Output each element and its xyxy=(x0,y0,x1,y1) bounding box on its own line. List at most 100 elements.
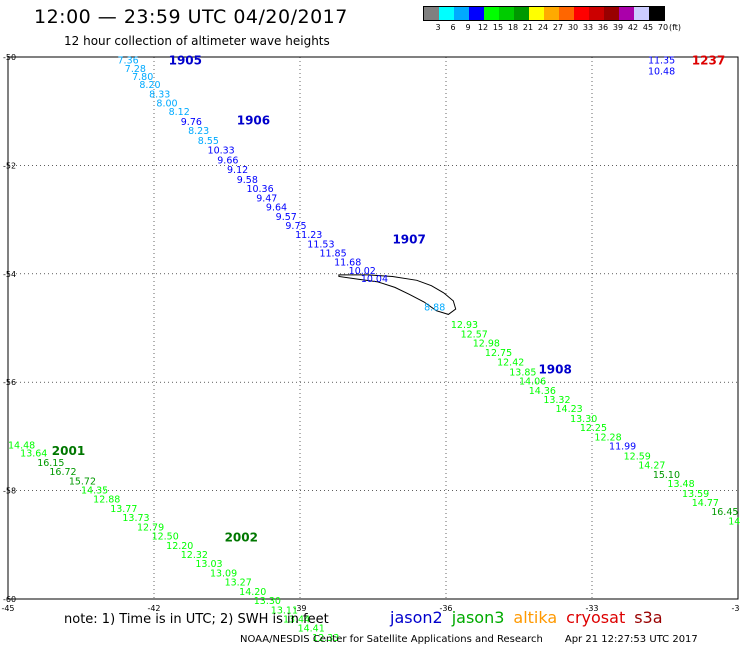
scale-swatch xyxy=(454,7,469,20)
swh-value-jason2: 11.85 xyxy=(319,249,346,260)
scale-label: 33 xyxy=(582,23,594,32)
scale-swatch xyxy=(514,7,529,20)
y-tick-label: -54 xyxy=(3,270,16,279)
swh-value-jason2: 9.66 xyxy=(217,155,238,166)
swh-value-jason2: 9.47 xyxy=(256,193,277,204)
swh-value-jason2: 8.20 xyxy=(139,80,160,91)
swh-value-jason3: 15.72 xyxy=(69,476,96,487)
satellite-legend: jason2 jason3 altika cryosat s3a xyxy=(390,608,672,627)
swh-value-jason2: 9.75 xyxy=(285,221,306,232)
scale-swatch xyxy=(619,7,634,20)
swh-value-jason2: 7.28 xyxy=(125,64,146,75)
swh-value-jason3: 13.73 xyxy=(122,513,149,524)
swh-value-jason2: 15.10 xyxy=(653,470,680,481)
swh-value-jason2: 13.30 xyxy=(570,414,597,425)
scale-unit: (ft) xyxy=(668,23,682,32)
swh-value-jason2: 16.45 xyxy=(711,507,738,518)
scale-swatch xyxy=(469,7,484,20)
swh-value-jason2: 12.25 xyxy=(580,423,607,434)
swh-value-jason2: 14.06 xyxy=(519,377,546,388)
pass-label: 2002 xyxy=(225,531,258,545)
scale-swatch xyxy=(484,7,499,20)
scale-label: 12 xyxy=(477,23,489,32)
scale-label: 6 xyxy=(450,23,456,32)
swh-value-jason2: 12.42 xyxy=(497,358,524,369)
swh-value-jason3: 16.15 xyxy=(37,458,64,469)
pass-label: 1906 xyxy=(237,113,270,127)
swh-value-jason3: 13.03 xyxy=(195,559,222,570)
swh-value-jason2: 12.98 xyxy=(473,339,500,350)
swh-value-jason3: 12.33 xyxy=(312,633,339,644)
legend-s3a: s3a xyxy=(634,608,663,627)
swh-value-cryosat: 10.48 xyxy=(648,67,675,78)
scale-swatch xyxy=(439,7,454,20)
scale-swatch xyxy=(529,7,544,20)
x-tick-label: -39 xyxy=(293,604,306,613)
swh-value-jason2: 11.53 xyxy=(307,239,334,250)
pass-label: 1237 xyxy=(692,54,725,68)
swh-value-jason2: 12.59 xyxy=(624,451,651,462)
x-tick-label: -33 xyxy=(585,604,598,613)
footnote: note: 1) Time is in UTC; 2) SWH is in fe… xyxy=(64,612,329,627)
scale-label: 15 xyxy=(492,23,504,32)
swh-value-jason2: 12.57 xyxy=(461,329,488,340)
pass-label: 1905 xyxy=(169,54,202,68)
swh-value-jason3: 14.41 xyxy=(298,624,325,635)
swh-value-jason2: 9.76 xyxy=(181,117,202,128)
scale-label: 24 xyxy=(537,23,549,32)
swh-value-jason3: 13.30 xyxy=(254,596,281,607)
color-scale-swatches xyxy=(423,6,665,21)
swh-value-jason3: 12.88 xyxy=(93,495,120,506)
y-tick-label: -50 xyxy=(3,53,16,62)
x-tick-label: -42 xyxy=(147,604,160,613)
swh-value-jason3: 13.09 xyxy=(210,568,237,579)
scale-label: 27 xyxy=(552,23,564,32)
swh-value-jason2: 10.33 xyxy=(208,146,235,157)
swh-value-jason2: 8.55 xyxy=(198,136,219,147)
scale-swatch xyxy=(499,7,514,20)
swh-value-jason2: 11.99 xyxy=(609,442,636,453)
swh-value-jason2: 8.23 xyxy=(188,126,209,137)
swh-value-jason2: 14.23 xyxy=(556,404,583,415)
swh-value-jason3: 12.32 xyxy=(181,550,208,561)
y-tick-label: -52 xyxy=(3,161,16,170)
scale-swatch xyxy=(649,7,664,20)
scale-swatch xyxy=(589,7,604,20)
swh-value-jason2: 10.02 xyxy=(349,266,376,277)
swh-value-jason2: 8.00 xyxy=(156,99,177,110)
swh-value-jason2: 9.12 xyxy=(227,165,248,176)
swh-value-jason2: 14.77 xyxy=(692,498,719,509)
swh-value-jason2: 14.27 xyxy=(638,461,665,472)
swh-value-jason2: 12.93 xyxy=(451,320,478,331)
credit-text: NOAA/NESDIS Center for Satellite Applica… xyxy=(240,634,543,645)
scale-swatch xyxy=(424,7,439,20)
swh-value-jason3: 13.11 xyxy=(271,605,298,616)
swh-value-jason3: 14.35 xyxy=(81,486,108,497)
swh-value-jason2: 14. xyxy=(728,516,740,527)
scale-label: 18 xyxy=(507,23,519,32)
scale-label: 39 xyxy=(612,23,624,32)
scale-label: 36 xyxy=(597,23,609,32)
swh-value-jason3: 13.44 xyxy=(283,615,310,626)
scale-label: 45 xyxy=(642,23,654,32)
credit-line: NOAA/NESDIS Center for Satellite Applica… xyxy=(240,634,698,645)
pass-label: 1907 xyxy=(392,233,425,247)
y-tick-label: -58 xyxy=(3,487,16,496)
swh-value-jason2: 13.85 xyxy=(509,367,536,378)
swh-value-jason3: 12.20 xyxy=(166,541,193,552)
swh-value-jason2: 9.57 xyxy=(276,212,297,223)
swh-value-jason2: 8.12 xyxy=(169,107,190,118)
swh-value-jason2: 7.80 xyxy=(132,72,153,83)
swh-value-jason3: 13.64 xyxy=(20,449,47,460)
swh-value-jason2: 8.33 xyxy=(149,89,170,100)
swh-value-jason2: 7.36 xyxy=(118,56,139,67)
swh-value-jason2: 13.32 xyxy=(543,395,570,406)
island-outline xyxy=(338,274,457,315)
swh-value-jason2: 13.59 xyxy=(682,489,709,500)
swh-value-jason3: 12.79 xyxy=(137,522,164,533)
swh-value-jason3: 14.20 xyxy=(239,587,266,598)
scale-label: 3 xyxy=(435,23,441,32)
pass-label: 1908 xyxy=(538,363,571,377)
plot-frame xyxy=(7,56,739,600)
